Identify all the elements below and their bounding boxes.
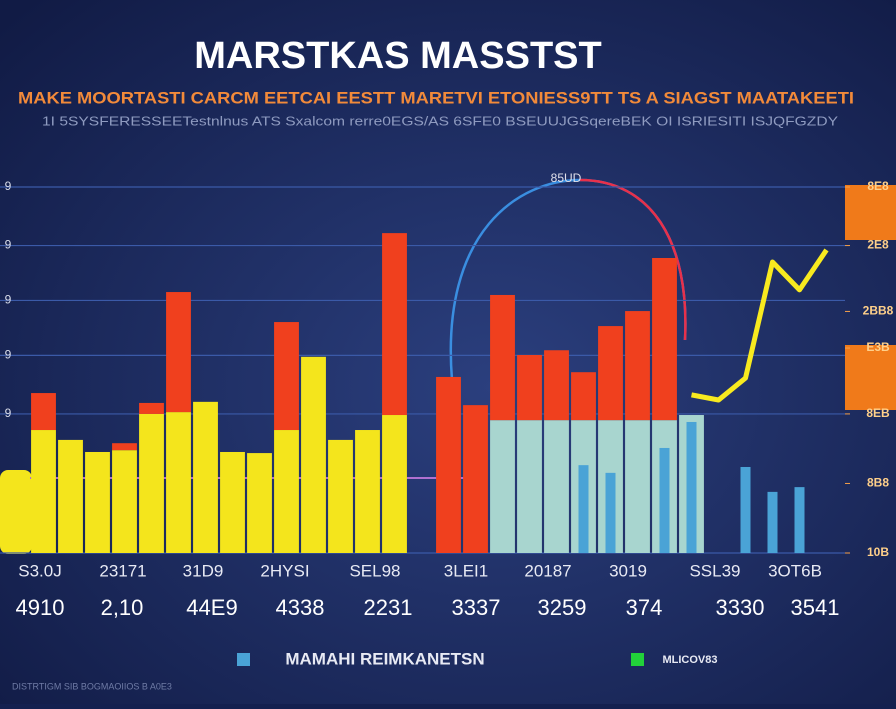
legend-swatch <box>631 653 644 666</box>
chart-subtitle: MAKE MOORTASTI CARCM EETCAI EESTT MARETV… <box>18 88 854 107</box>
decoration <box>845 185 896 240</box>
y2-tick-label: 2E8 <box>867 238 889 252</box>
line <box>691 248 829 403</box>
bar-segment <box>112 450 137 553</box>
x-value-label: 4338 <box>276 595 325 620</box>
x-tick-label: 31D9 <box>183 561 224 580</box>
bar <box>605 472 616 553</box>
bar-segment <box>382 415 407 553</box>
legend-swatch <box>237 653 250 666</box>
x-value-label: 3259 <box>538 595 587 620</box>
plot: 9 9 9 9 9 8E8 2E8 2BB8 E3B 8EB 8B8 10B S3.0J 23171 31D… <box>0 179 894 668</box>
x-tick-label: 3LEI1 <box>444 561 488 580</box>
bar-segment <box>490 294 515 421</box>
y2-tick-label: 10B <box>867 545 889 559</box>
bar-segment <box>139 413 164 553</box>
x-tick-label: 3OT6B <box>768 561 822 580</box>
bar-segment <box>625 311 650 421</box>
bar <box>578 465 589 553</box>
annotation: 85UD <box>551 171 582 185</box>
chart-caption: 1I 5SYSFERESSEETestnlnus ATS Sxalcom rer… <box>42 113 838 128</box>
bar-segment <box>274 430 299 553</box>
decoration <box>0 470 32 554</box>
bar-segment <box>328 439 353 553</box>
x-tick-label: 3019 <box>609 561 647 580</box>
x-tick-label: S3.0J <box>18 561 61 580</box>
legend-label: MLICOV83 <box>662 654 717 666</box>
y-tick-label: 9 <box>5 348 12 362</box>
y2-tick-label: 8EB <box>866 406 890 420</box>
x-tick-label: SEL98 <box>349 561 400 580</box>
bar-segment <box>31 430 56 553</box>
y-tick-label: 9 <box>5 238 12 252</box>
arc <box>579 178 687 341</box>
y2-tick-label: E3B <box>866 340 890 354</box>
bar-segment <box>58 439 83 553</box>
bar <box>794 487 805 553</box>
bar-segment <box>274 322 299 431</box>
bar-segment <box>166 292 191 413</box>
x-value-label: 3337 <box>452 595 501 620</box>
bar-segment <box>544 420 569 553</box>
bar-segment <box>193 401 218 553</box>
bar <box>740 466 751 553</box>
y2-tick-label: 2BB8 <box>863 304 894 318</box>
bar-segment <box>571 372 596 421</box>
bar-segment <box>490 420 515 553</box>
bar <box>659 447 670 553</box>
bar <box>686 421 697 553</box>
x-tick-label: 2HYSI <box>260 561 309 580</box>
y-tick-label: 9 <box>5 406 12 420</box>
chart-title: MARSTKAS MASSTST <box>194 35 601 77</box>
bar-segment <box>463 405 488 553</box>
bar-segment <box>112 443 137 451</box>
bar-segment <box>301 356 326 553</box>
bar-segment <box>247 453 272 553</box>
x-tick-label: 20187 <box>524 561 571 580</box>
bar-segment <box>382 233 407 416</box>
bar-segment <box>544 350 569 421</box>
bar-segment <box>31 393 56 431</box>
bar-segment <box>139 402 164 414</box>
bar-segment <box>166 412 191 553</box>
bar-segment <box>625 420 650 553</box>
y2-tick-label: 8E8 <box>867 179 889 193</box>
bar-segment <box>652 258 677 421</box>
bar-segment <box>517 354 542 421</box>
legend-label: MAMAHI REIMKANETSN <box>285 649 484 668</box>
y-tick-label: 9 <box>5 179 12 193</box>
x-tick-label: SSL39 <box>689 561 740 580</box>
bar-segment <box>517 420 542 553</box>
bar <box>767 491 778 553</box>
footer: DISTRTIGM SIB BOGMAOIIOS B A0E3 <box>12 681 172 691</box>
bar-segment <box>85 451 110 553</box>
x-tick-label: 23171 <box>99 561 146 580</box>
x-value-label: 2231 <box>364 595 413 620</box>
x-value-label: 44E9 <box>186 595 237 620</box>
decoration <box>845 345 896 410</box>
bar-segment <box>355 430 380 553</box>
x-value-label: 3541 <box>791 595 840 620</box>
x-value-label: 2,10 <box>101 595 144 620</box>
y2-tick-label: 8B8 <box>867 476 889 490</box>
x-value-label: 374 <box>626 595 663 620</box>
y-tick-label: 9 <box>5 293 12 307</box>
x-value-label: 3330 <box>716 595 765 620</box>
x-value-label: 4910 <box>16 595 65 620</box>
bar-segment <box>598 326 623 421</box>
bar-segment <box>436 376 461 553</box>
bar-segment <box>220 451 245 553</box>
